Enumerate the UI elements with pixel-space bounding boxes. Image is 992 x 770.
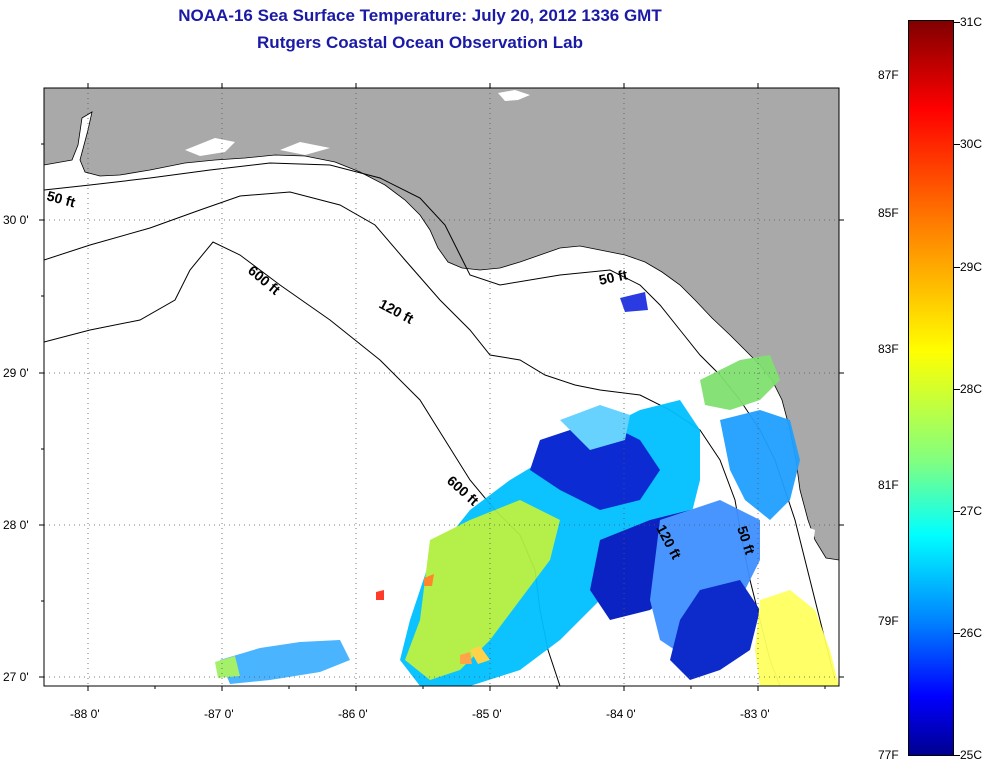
lat-tick-label: 30 0' [3, 213, 29, 227]
bay-2 [280, 142, 330, 155]
fahrenheit-label: 79F [878, 614, 899, 628]
bay-3 [790, 520, 815, 550]
lat-tick-label: 29 0' [3, 366, 29, 380]
fahrenheit-label: 87F [878, 68, 899, 82]
map-subtitle: Rutgers Coastal Ocean Observation Lab [257, 33, 583, 52]
lon-tick-label: -87 0' [204, 707, 234, 721]
fahrenheit-label: 85F [878, 206, 899, 220]
lon-tick-label: -85 0' [472, 707, 502, 721]
contour-label: 50 ft [597, 266, 629, 288]
lon-tick-label: -83 0' [740, 707, 770, 721]
fahrenheit-label: 77F [878, 748, 899, 762]
celsius-label: 31C [960, 15, 983, 29]
lon-tick-label: -88 0' [70, 707, 100, 721]
axis-ticks [39, 83, 844, 691]
celsius-label: 26C [960, 626, 983, 640]
lon-tick-label: -86 0' [338, 707, 368, 721]
lat-tick-label: 28 0' [3, 518, 29, 532]
lon-tick-label: -84 0' [606, 707, 636, 721]
map-title: NOAA-16 Sea Surface Temperature: July 20… [178, 6, 662, 25]
fahrenheit-label: 83F [878, 342, 899, 356]
inland-lake [498, 90, 530, 101]
temperature-colorbar [908, 20, 954, 756]
fahrenheit-label: 81F [878, 478, 899, 492]
bay-1 [185, 138, 235, 156]
celsius-label: 25C [960, 748, 983, 762]
sst-swath [215, 292, 839, 686]
land-mass [44, 88, 839, 561]
celsius-label: 28C [960, 382, 983, 396]
contour-50ft [44, 162, 836, 681]
celsius-label: 30C [960, 137, 983, 151]
lat-tick-label: 27 0' [3, 670, 29, 684]
celsius-label: 27C [960, 504, 983, 518]
celsius-label: 29C [960, 260, 983, 274]
contour-label: 50 ft [45, 187, 77, 210]
